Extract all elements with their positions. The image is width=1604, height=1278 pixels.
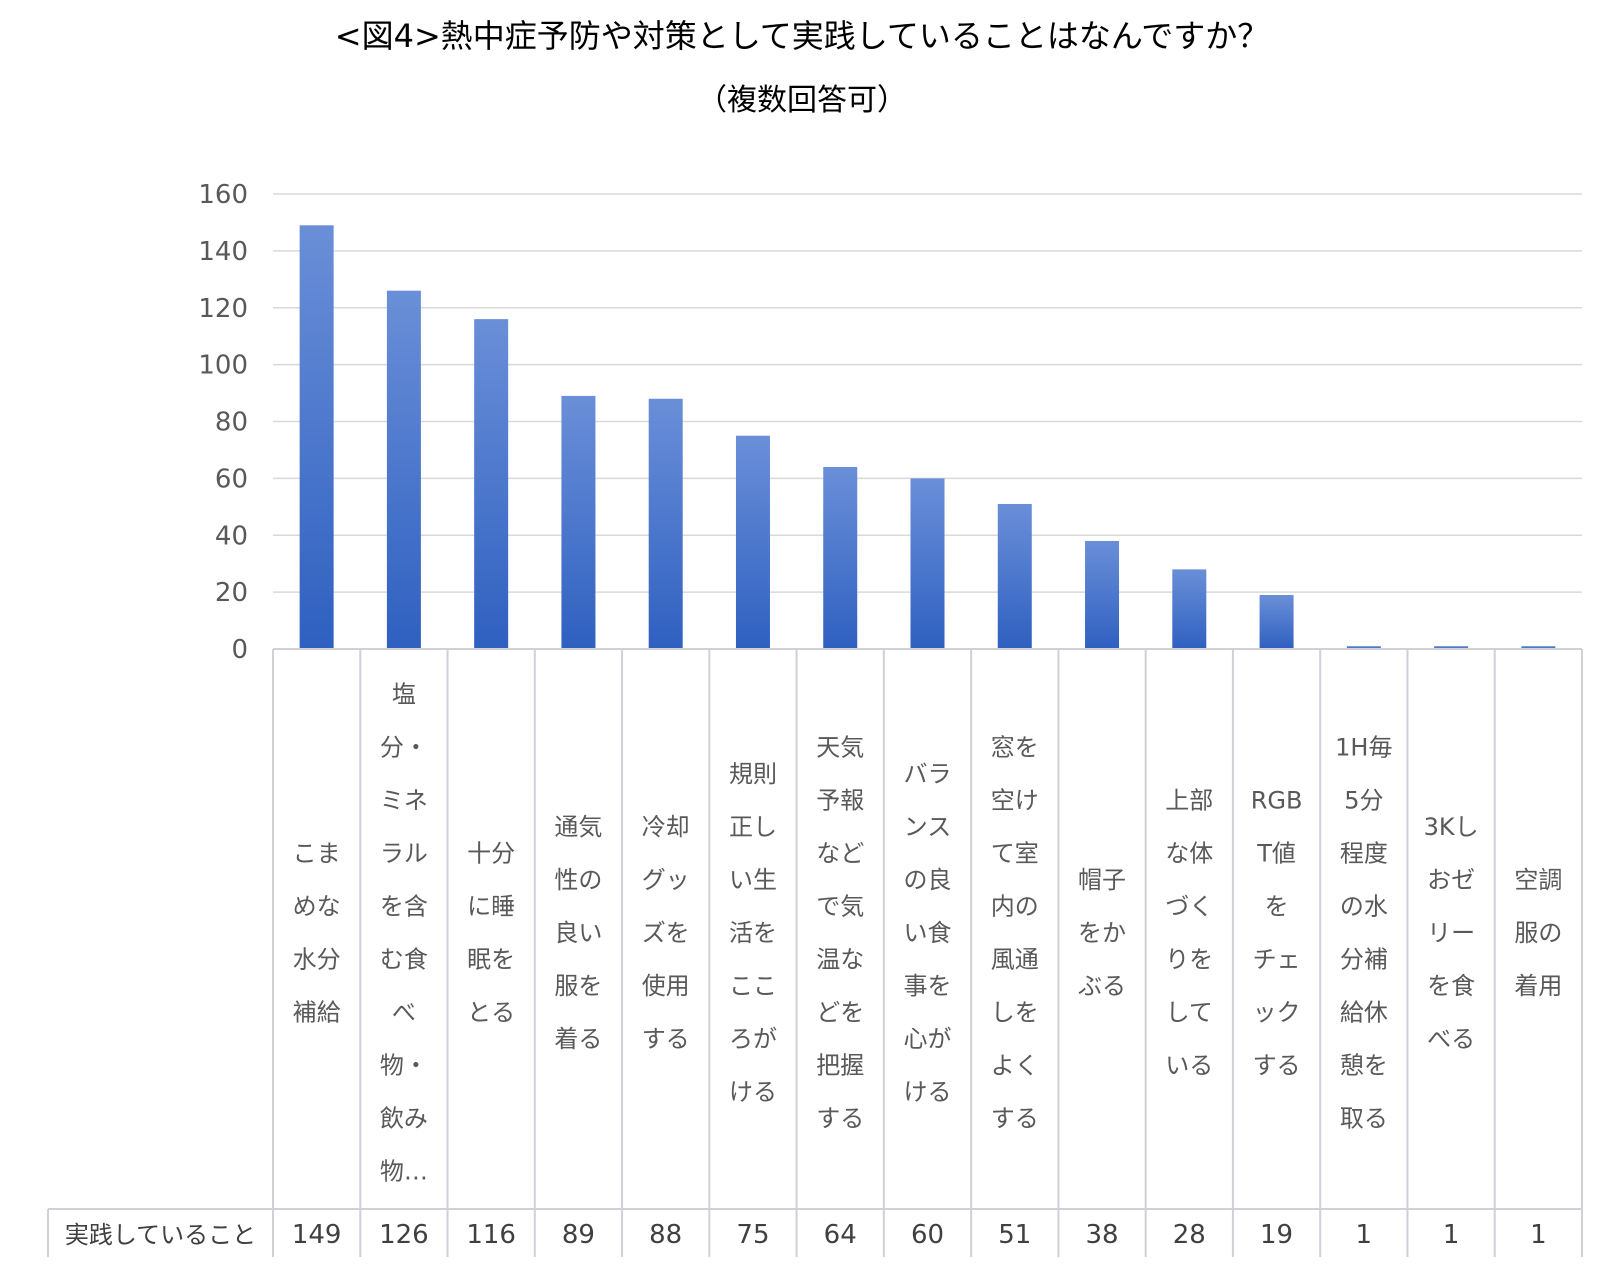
- data-value-label: 64: [824, 1220, 857, 1250]
- bar: [299, 225, 334, 649]
- bars: [299, 225, 1556, 649]
- data-value-label: 88: [649, 1220, 682, 1250]
- data-value-label: 89: [562, 1220, 595, 1250]
- y-tick-label: 80: [215, 408, 248, 438]
- bar: [1434, 646, 1469, 649]
- category-label: 窓を空けて室内の風通しをよくする: [991, 734, 1039, 1133]
- y-tick-label: 0: [231, 635, 248, 665]
- series-name-label: 実践していること: [65, 1221, 256, 1249]
- bar: [1172, 569, 1207, 649]
- bar: [1346, 646, 1381, 649]
- data-value-label: 51: [998, 1220, 1031, 1250]
- data-value-label: 116: [466, 1220, 516, 1250]
- bar: [648, 398, 683, 649]
- data-value-label: 38: [1085, 1220, 1118, 1250]
- bar: [823, 467, 858, 649]
- data-value-label: 19: [1260, 1220, 1293, 1250]
- category-label: 3Kしおゼリーを食べる: [1424, 813, 1479, 1053]
- bar: [1259, 594, 1294, 649]
- category-label: 十分に睡眠をとる: [467, 840, 515, 1027]
- data-value-label: 75: [736, 1220, 769, 1250]
- y-tick-label: 40: [215, 521, 248, 551]
- category-label: RGB T値をチェックする: [1251, 787, 1303, 1080]
- category-label: 冷却グッズを使用する: [642, 813, 690, 1053]
- category-label: 通気性の良い服を着る: [554, 813, 602, 1053]
- data-value-label: 1: [1356, 1220, 1373, 1250]
- category-label: 1H毎 5分程度の水分補給休憩を取る: [1335, 734, 1392, 1133]
- category-label: 上部な体づくりをしている: [1165, 787, 1213, 1080]
- category-label: 規則正しい生活をこころがける: [729, 760, 777, 1106]
- y-tick-label: 160: [198, 180, 248, 210]
- data-value-label: 149: [292, 1220, 342, 1250]
- data-value-label: 1: [1530, 1220, 1547, 1250]
- y-tick-label: 140: [198, 237, 248, 267]
- bar: [474, 319, 509, 649]
- y-tick-label: 60: [215, 464, 248, 494]
- y-tick-label: 120: [198, 294, 248, 324]
- bar: [735, 435, 770, 649]
- category-label: 天気予報などで気温などを把握する: [816, 734, 864, 1133]
- data-value-label: 1: [1443, 1220, 1460, 1250]
- bar: [1521, 646, 1556, 649]
- bar: [386, 290, 421, 649]
- y-tick-label: 20: [215, 578, 248, 608]
- category-label: 空調服の着用: [1514, 866, 1562, 1000]
- category-label: 帽子をかぶる: [1078, 866, 1126, 1000]
- chart-title: <図4>熱中症予防や対策として実践していることはなんですか？: [334, 17, 1270, 55]
- chart-subtitle: （複数回答可）: [697, 83, 907, 118]
- category-label: こまめな水分補給: [293, 840, 341, 1027]
- bar: [561, 395, 596, 649]
- category-label: バランスの良い食事を心がける: [904, 760, 952, 1106]
- bar: [997, 503, 1032, 649]
- data-value-label: 126: [379, 1220, 429, 1250]
- bar: [1085, 540, 1120, 649]
- y-axis-ticks: 0 20 40 60 80 100 120 140 160: [198, 180, 248, 665]
- y-tick-label: 100: [198, 351, 248, 381]
- data-value-label: 60: [911, 1220, 944, 1250]
- category-label: 塩分・ミネラルを含む食べ物・飲み物…: [380, 681, 428, 1186]
- data-value-label: 28: [1173, 1220, 1206, 1250]
- bar: [910, 478, 945, 649]
